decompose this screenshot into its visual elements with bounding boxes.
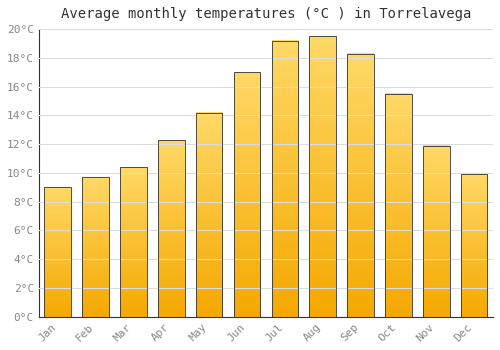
Bar — [461, 174, 487, 317]
Bar — [82, 177, 109, 317]
Bar — [385, 94, 411, 317]
Bar — [272, 41, 298, 317]
Bar — [44, 187, 71, 317]
Bar — [234, 72, 260, 317]
Bar — [348, 54, 374, 317]
Bar — [120, 167, 146, 317]
Bar — [158, 140, 184, 317]
Title: Average monthly temperatures (°C ) in Torrelavega: Average monthly temperatures (°C ) in To… — [60, 7, 471, 21]
Bar — [196, 112, 222, 317]
Bar — [423, 146, 450, 317]
Bar — [310, 36, 336, 317]
